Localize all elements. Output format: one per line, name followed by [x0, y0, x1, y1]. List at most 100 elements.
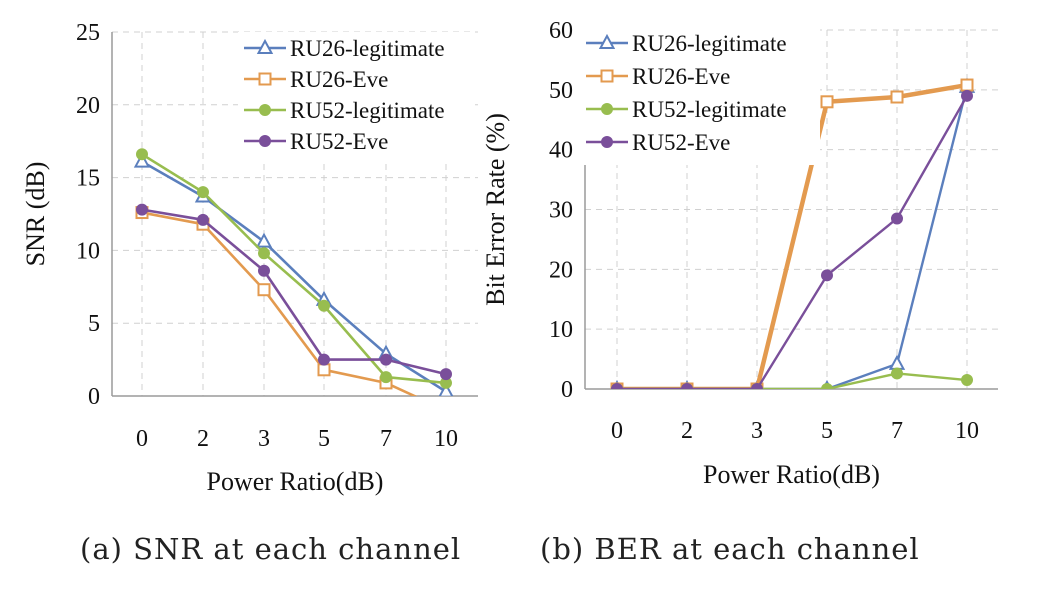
ber-series-ru52-legitimate [611, 367, 973, 389]
snr-y-tick-label: 0 [88, 384, 100, 410]
ber-legend-label: RU26-legitimate [632, 31, 787, 56]
snr-point-ru52-eve [197, 213, 209, 226]
caption-a: (a) SNR at each channel [80, 532, 462, 566]
snr-y-tick-label: 10 [76, 238, 100, 264]
ber-legend-label: RU52-Eve [632, 130, 730, 155]
snr-point-ru52-eve [258, 264, 270, 277]
snr-point-ru52-eve [318, 353, 330, 366]
ber-legend-marker [598, 33, 616, 49]
snr-legend-item-ru26-eve: RU26-Eve [244, 67, 388, 92]
snr-point-ru52-legitimate [197, 186, 209, 199]
snr-legend-item-ru52-legitimate: RU52-legitimate [244, 98, 445, 123]
snr-x-tick-label: 7 [380, 426, 392, 452]
snr-point-ru52-legitimate [136, 148, 148, 161]
ber-line-ru52-eve [617, 95, 969, 389]
snr-y-tick-label: 20 [76, 93, 100, 119]
snr-line-ru52-legitimate [141, 153, 447, 385]
ber-point-ru52-eve [751, 383, 763, 389]
ber-legend-marker [601, 136, 613, 148]
ber-legend-item-ru52-legitimate: RU52-legitimate [586, 97, 787, 122]
snr-x-tick-label: 10 [434, 426, 458, 452]
ber-legend-marker [600, 69, 614, 83]
snr-legend-label: RU26-Eve [290, 67, 388, 92]
ber-point-ru52-eve [681, 383, 693, 389]
caption-b: (b) BER at each channel [540, 532, 920, 566]
snr-series-ru52-eve [136, 203, 452, 381]
ber-point-ru52-eve [891, 212, 903, 225]
ber-x-tick-label: 10 [955, 418, 979, 444]
snr-line-ru52-eve [141, 208, 447, 376]
snr-point-ru52-eve [380, 353, 392, 366]
snr-legend-marker [259, 135, 271, 147]
snr-y-tick-label: 15 [76, 166, 100, 192]
snr-x-tick-label: 2 [197, 426, 209, 452]
snr-x-tick-label: 5 [318, 426, 330, 452]
ber-legend-item-ru26-eve: RU26-Eve [586, 64, 730, 89]
ber-y-tick-label: 50 [549, 78, 573, 104]
snr-x-axis-title: Power Ratio(dB) [207, 467, 384, 496]
ber-point-ru52-legitimate [821, 383, 833, 389]
snr-point-ru26-eve [317, 363, 331, 377]
snr-y-tick-label: 25 [76, 20, 100, 46]
ber-x-tick-label: 5 [821, 418, 833, 444]
snr-point-ru52-legitimate [318, 299, 330, 312]
snr-point-ru26-legitimate [133, 152, 151, 168]
ber-legend-item-ru52-eve: RU52-Eve [586, 130, 730, 155]
ber-point-ru52-legitimate [961, 374, 973, 387]
ber-legend-label: RU52-legitimate [632, 97, 787, 122]
snr-series-ru26-legitimate [133, 152, 454, 396]
ber-y-tick-label: 20 [549, 257, 573, 283]
ber-point-ru52-eve [821, 269, 833, 282]
snr-legend-marker [259, 104, 271, 116]
ber-series-ru52-eve [611, 89, 973, 389]
ber-y-tick-label: 0 [561, 377, 573, 403]
snr-point-ru52-legitimate [380, 371, 392, 384]
snr-point-ru26-legitimate [438, 382, 454, 396]
snr-line-ru26-legitimate [141, 160, 447, 393]
snr-point-ru26-eve [257, 283, 271, 297]
ber-x-axis-title: Power Ratio(dB) [703, 460, 880, 489]
ber-y-tick-label: 60 [549, 18, 573, 44]
snr-x-tick-label: 3 [258, 426, 270, 452]
ber-x-tick-label: 0 [611, 418, 623, 444]
snr-line-ru26-eve [141, 211, 418, 396]
ber-point-ru52-eve [611, 383, 623, 389]
snr-legend-label: RU26-legitimate [290, 36, 445, 61]
ber-point-ru26-eve [820, 95, 834, 109]
snr-point-ru52-legitimate [258, 247, 270, 260]
snr-y-axis-title: SNR (dB) [21, 162, 50, 267]
ber-legend: RU26-legitimate RU26-Eve RU52-legitimate RU… [580, 27, 820, 165]
ber-y-tick-label: 30 [549, 198, 573, 224]
ber-x-tick-label: 3 [751, 418, 763, 444]
ber-x-tick-label: 2 [681, 418, 693, 444]
snr-legend-label: RU52-Eve [290, 129, 388, 154]
snr-series-ru52-legitimate [136, 148, 452, 389]
ber-y-tick-label: 40 [549, 138, 573, 164]
snr-point-ru52-eve [136, 203, 148, 216]
snr-chart: 0 5 10 15 20 25 0 2 3 5 7 10 Power Ratio(dB) SNR (dB)… [21, 20, 478, 496]
ber-y-tick-label: 10 [549, 317, 573, 343]
ber-legend-item-ru26-legitimate: RU26-legitimate [586, 31, 787, 56]
snr-legend-item-ru26-legitimate: RU26-legitimate [244, 36, 445, 61]
snr-point-ru52-eve [440, 368, 452, 381]
snr-y-tick-label: 5 [88, 311, 100, 337]
ber-line-ru26-legitimate [617, 86, 969, 389]
snr-point-ru26-legitimate [255, 232, 273, 248]
snr-legend-marker [258, 72, 272, 86]
ber-legend-label: RU26-Eve [632, 64, 730, 89]
ber-point-ru52-eve [961, 89, 973, 102]
ber-point-ru26-eve [890, 90, 904, 104]
ber-chart: 0 10 20 30 40 50 60 0 2 3 5 7 10 Power Ratio(dB) Bit E… [481, 18, 998, 489]
ber-point-ru52-legitimate [891, 367, 903, 380]
snr-legend-label: RU52-legitimate [290, 98, 445, 123]
snr-x-tick-label: 0 [136, 426, 148, 452]
snr-legend: RU26-legitimate RU26-Eve RU52-legitimate RU… [238, 32, 470, 162]
ber-point-ru26-eve [960, 78, 974, 92]
snr-series-ru26-eve [135, 206, 418, 396]
ber-line-ru52-legitimate [617, 372, 968, 389]
snr-legend-item-ru52-eve: RU52-Eve [244, 129, 388, 154]
ber-line-ru26-eve [617, 82, 968, 389]
snr-legend-marker [256, 38, 274, 54]
ber-legend-marker [601, 103, 613, 115]
